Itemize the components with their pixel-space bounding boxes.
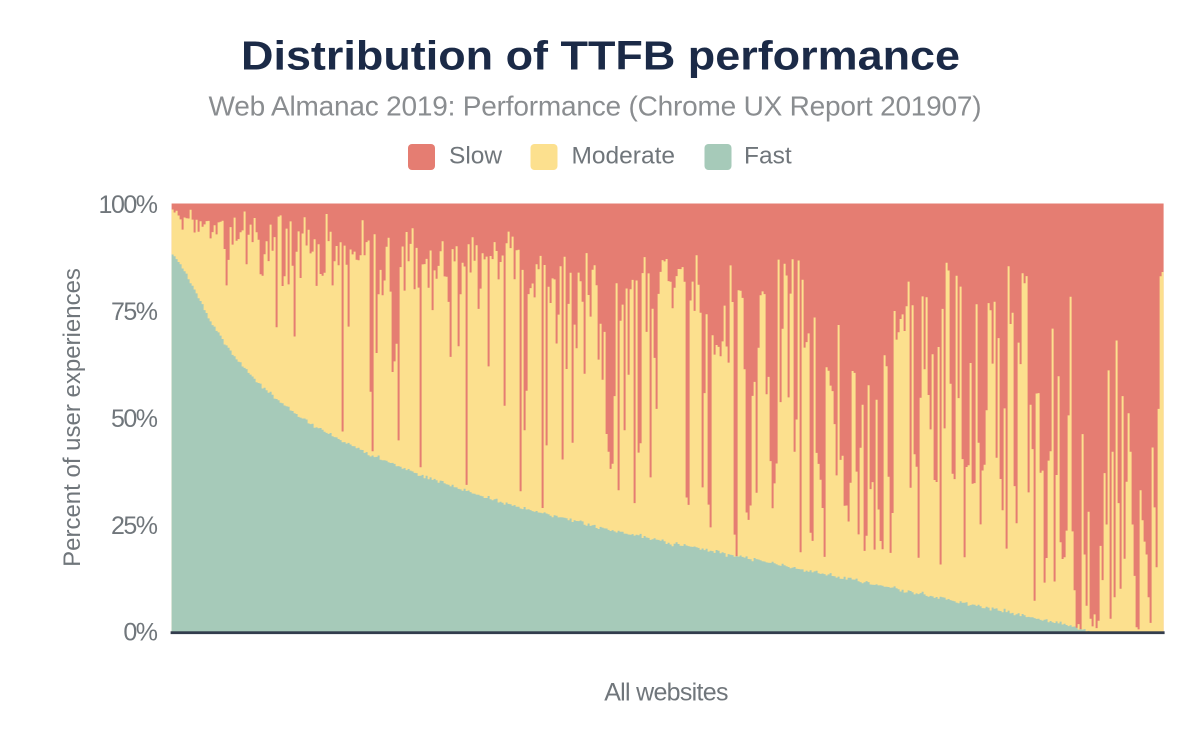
svg-text:100%: 100%	[99, 191, 158, 219]
svg-text:50%: 50%	[111, 405, 158, 433]
svg-text:Fast: Fast	[744, 143, 792, 170]
svg-text:0%: 0%	[123, 619, 157, 647]
svg-text:Slow: Slow	[449, 143, 502, 170]
svg-text:Moderate: Moderate	[572, 143, 676, 170]
svg-text:Distribution of TTFB performan: Distribution of TTFB performance	[241, 33, 960, 79]
svg-text:Percent of user experiences: Percent of user experiences	[59, 268, 86, 567]
svg-text:All websites: All websites	[604, 679, 728, 707]
svg-text:25%: 25%	[111, 512, 158, 540]
svg-text:75%: 75%	[111, 298, 158, 326]
svg-text:Web Almanac 2019: Performance: Web Almanac 2019: Performance (Chrome UX…	[209, 91, 982, 122]
